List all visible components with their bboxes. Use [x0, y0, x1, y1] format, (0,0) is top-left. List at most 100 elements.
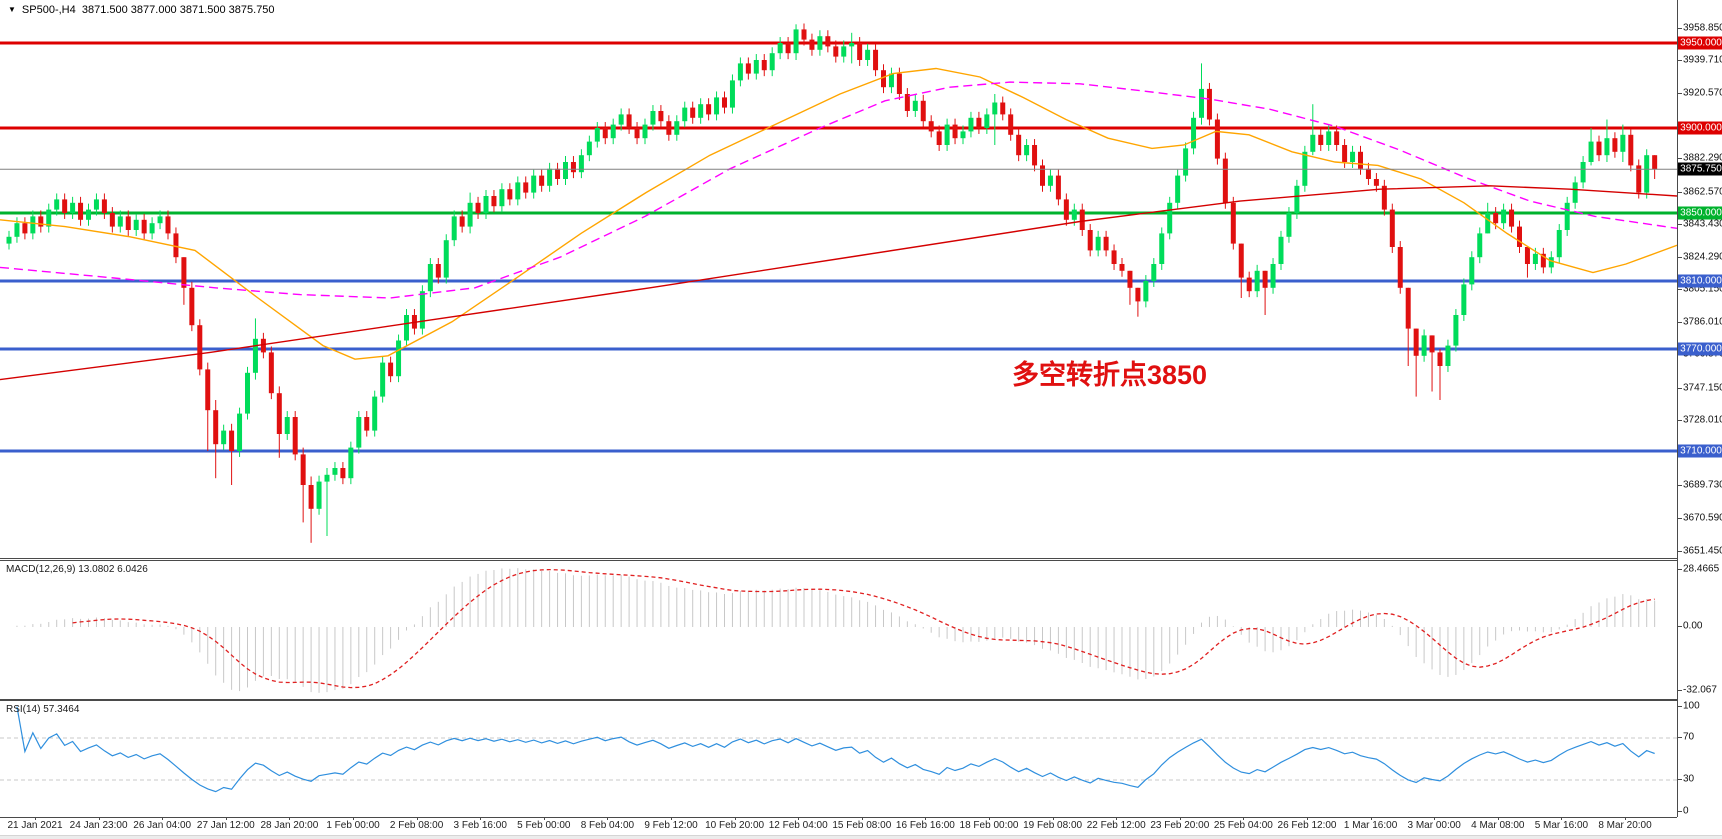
candle-body	[1135, 287, 1141, 302]
time-axis-label: 27 Jan 12:00	[196, 820, 255, 831]
candle-body	[1596, 141, 1602, 156]
candle-body	[483, 196, 489, 213]
time-axis-label: 12 Feb 04:00	[768, 820, 828, 831]
candle-body	[93, 199, 99, 210]
rsi-axis-label: 30	[1683, 773, 1695, 785]
price-axis-label: 3689.730	[1683, 479, 1722, 491]
candle-body	[475, 202, 481, 213]
time-axis-tick	[607, 817, 609, 820]
candle-body	[578, 155, 584, 173]
candle-body	[237, 413, 243, 451]
candle-body	[38, 216, 44, 227]
candle-body	[268, 352, 274, 394]
candle-body	[737, 63, 743, 81]
time-axis-label: 3 Mar 00:00	[1407, 820, 1461, 831]
candlestick-chart[interactable]	[0, 0, 1677, 558]
candle-body	[1167, 202, 1173, 234]
candle-body	[873, 49, 879, 71]
candle-body	[1087, 230, 1093, 251]
candle-body	[1206, 88, 1212, 120]
candle-body	[618, 114, 624, 125]
candle-body	[1230, 202, 1236, 244]
chart-annotation-text[interactable]: 多空转折点3850	[1012, 360, 1208, 390]
candle-body	[252, 338, 258, 373]
rsi-chart[interactable]	[0, 701, 1677, 815]
candle-body	[54, 199, 60, 210]
time-axis[interactable]: 21 Jan 2021 24 Jan 23:00 26 Jan 04:00 27 Ja…	[0, 817, 1722, 835]
candle-body	[1254, 270, 1260, 292]
candle-body	[1381, 185, 1387, 210]
candle-body	[300, 454, 306, 485]
macd-chart[interactable]	[0, 561, 1677, 697]
time-axis-label: 23 Feb 20:00	[1150, 820, 1210, 831]
candle-body	[348, 447, 354, 479]
time-axis-label: 2 Feb 08:00	[389, 820, 444, 831]
candle-body	[801, 29, 807, 40]
price-axis-label: 3958.850	[1683, 22, 1722, 34]
candle-body	[149, 223, 155, 234]
price-tick	[1677, 485, 1682, 487]
price-chart-panel[interactable]	[0, 0, 1677, 559]
candle-body	[364, 417, 370, 431]
candle-body	[1397, 247, 1403, 288]
price-tick	[1677, 60, 1682, 62]
candle-body	[1517, 226, 1522, 247]
time-axis-tick	[289, 817, 291, 820]
candle-body	[221, 430, 227, 445]
candle-body	[722, 97, 727, 108]
candle-body	[714, 97, 720, 115]
candle-body	[1095, 236, 1101, 251]
candle-body	[372, 396, 378, 431]
candle-body	[1493, 213, 1499, 224]
candle-body	[1334, 131, 1340, 145]
candle-body	[976, 117, 982, 128]
time-axis-tick	[35, 817, 36, 820]
candle-body	[650, 111, 656, 125]
candle-body	[404, 315, 409, 341]
candle-body	[920, 100, 926, 122]
price-tick	[1677, 93, 1682, 95]
time-axis-tick	[671, 817, 672, 820]
macd-panel[interactable]: MACD(12,26,9) 13.0802 6.0426	[0, 560, 1677, 700]
macd-axis-label: -32.067	[1683, 684, 1717, 696]
macd-axis-label: 28.4665	[1683, 563, 1720, 575]
candle-body	[1532, 253, 1538, 264]
rsi-panel[interactable]: RSI(14) 57.3464	[0, 700, 1677, 818]
candle-body	[14, 223, 20, 237]
candle-body	[1564, 202, 1570, 230]
time-axis-tick	[162, 817, 164, 820]
candle-body	[1540, 253, 1546, 268]
candle-body	[1310, 134, 1316, 152]
rsi-axis-label: 0	[1683, 805, 1689, 816]
candle-body	[1246, 277, 1252, 292]
price-axis-label: 3882.290	[1683, 152, 1722, 164]
candle-body	[157, 216, 163, 224]
symbol-name: SP500-,H4	[21, 4, 76, 16]
collapse-arrow-icon[interactable]: ▼	[8, 5, 16, 14]
price-axis-label: 3843.430	[1683, 218, 1722, 230]
candle-body	[1047, 175, 1053, 186]
candle-body	[1016, 134, 1022, 156]
candle-body	[539, 175, 545, 186]
candle-body	[904, 94, 910, 111]
candle-body	[1063, 199, 1069, 220]
candle-body	[1453, 315, 1459, 346]
candle-body	[308, 485, 314, 509]
candle-body	[1111, 250, 1117, 264]
candle-body	[86, 209, 91, 220]
candle-body	[205, 369, 211, 411]
candle-body	[563, 162, 568, 179]
price-axis-label: 3747.150	[1683, 382, 1722, 394]
candle-body	[499, 189, 505, 207]
candle-body	[6, 236, 12, 244]
candle-body	[316, 481, 322, 509]
rsi-axis-tick	[1677, 737, 1682, 738]
bottom-strip	[0, 835, 1722, 839]
candle-body	[1127, 270, 1133, 288]
candle-body	[706, 104, 712, 115]
candle-body	[1270, 264, 1276, 288]
candle-body	[181, 257, 187, 288]
price-axis-label: 3862.570	[1683, 186, 1722, 198]
price-axis-label: 3728.010	[1683, 414, 1722, 426]
time-axis-tick	[1307, 817, 1308, 820]
